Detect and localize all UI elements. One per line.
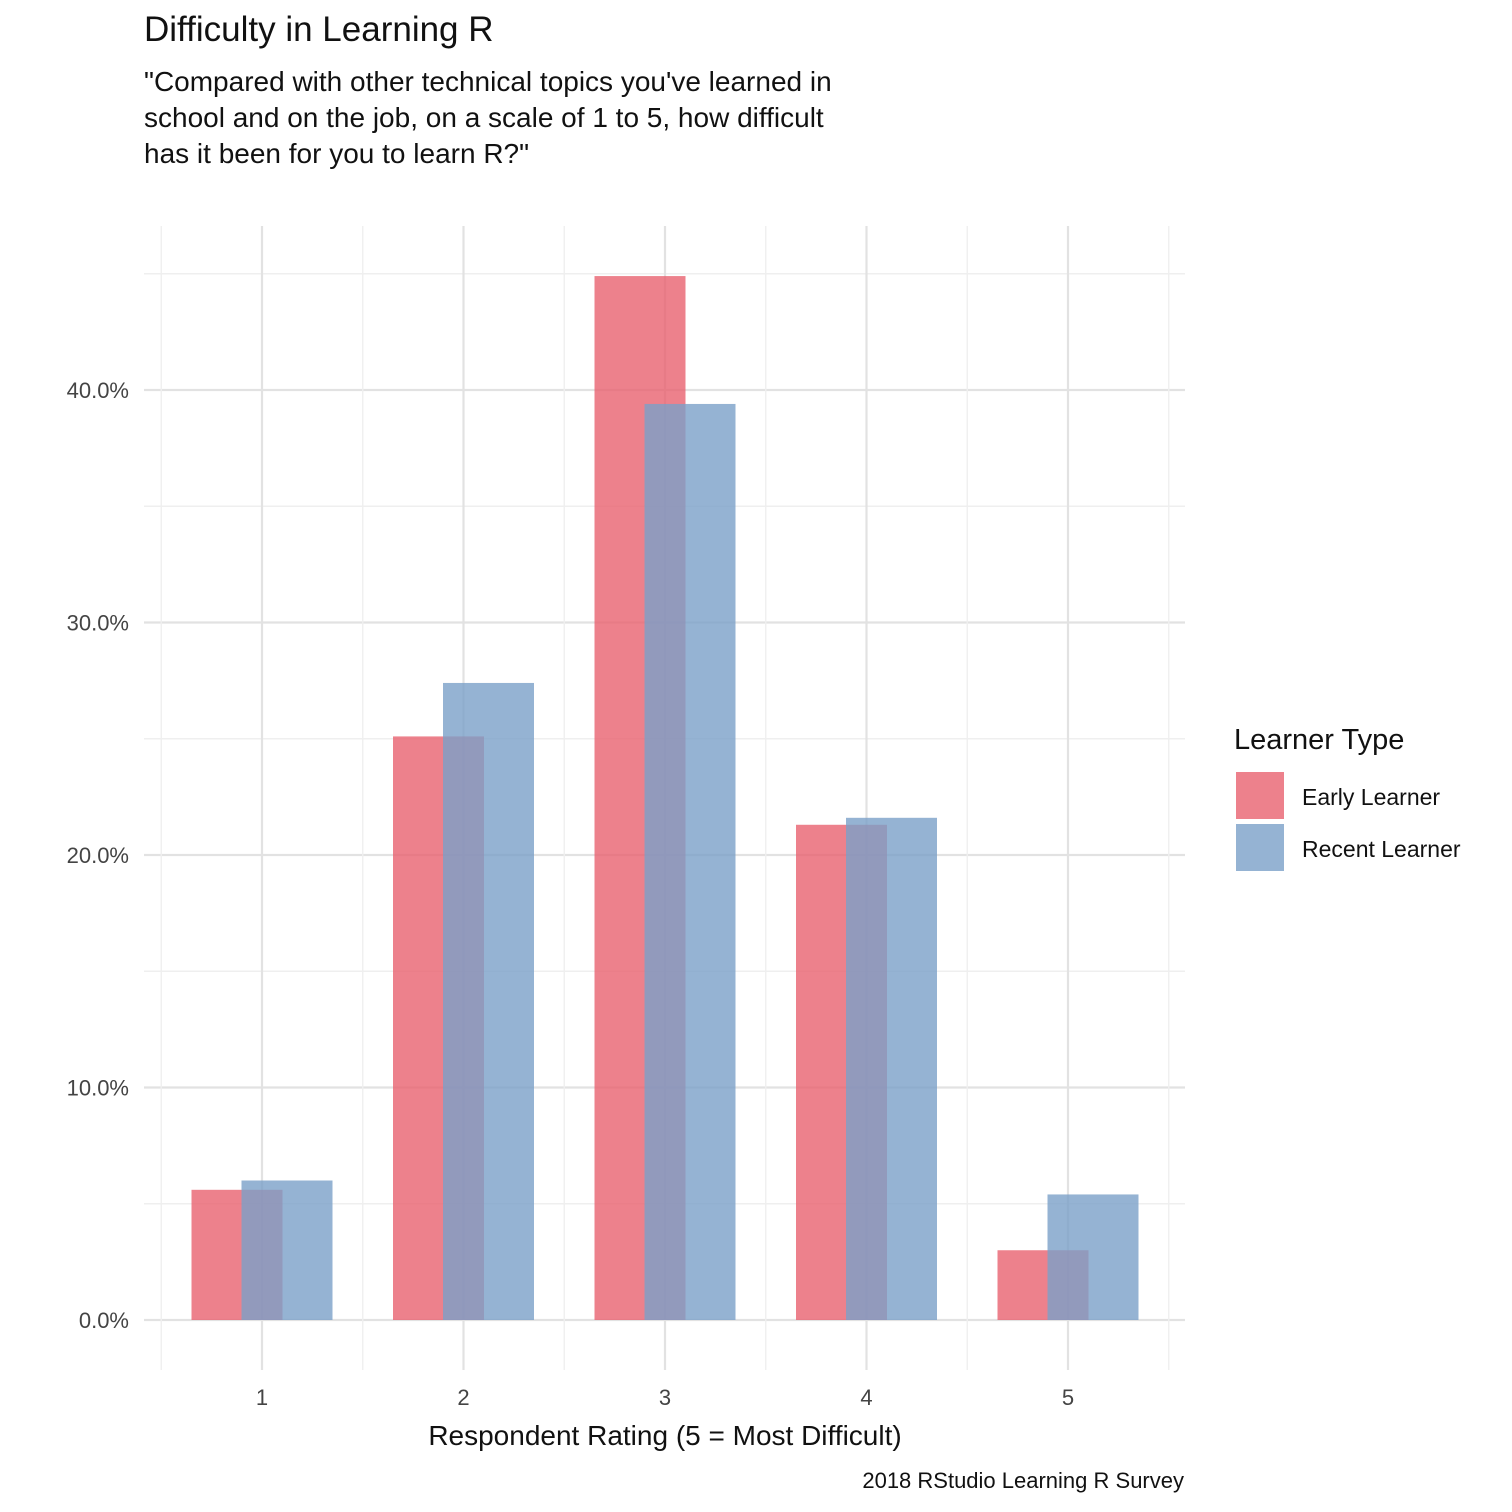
chart-caption: 2018 RStudio Learning R Survey — [862, 1468, 1184, 1493]
legend: Learner Type Early Learner Recent Learner — [1234, 724, 1461, 871]
y-tick-label: 30.0% — [67, 611, 129, 636]
y-tick-label: 0.0% — [79, 1308, 129, 1333]
x-tick-label: 1 — [256, 1385, 268, 1410]
bar-recent-learner-3 — [644, 403, 736, 1320]
y-tick-label: 40.0% — [67, 378, 129, 403]
x-axis-title: Respondent Rating (5 = Most Difficult) — [428, 1420, 901, 1451]
bar-recent-learner-5 — [1047, 1194, 1139, 1320]
bar-recent-learner-1 — [241, 1180, 333, 1320]
x-tick-label: 4 — [860, 1385, 872, 1410]
x-tick-label: 5 — [1062, 1385, 1074, 1410]
legend-swatch-early-learner — [1236, 772, 1284, 819]
chart-title: Difficulty in Learning R — [144, 10, 494, 49]
legend-title: Learner Type — [1234, 724, 1404, 756]
bar-recent-learner-2 — [443, 682, 534, 1320]
y-tick-label: 10.0% — [67, 1076, 129, 1101]
legend-label-recent-learner: Recent Learner — [1302, 836, 1461, 862]
bars — [191, 276, 1139, 1321]
bar-recent-learner-4 — [846, 817, 937, 1320]
x-tick-label: 3 — [659, 1385, 671, 1410]
chart-subtitle: "Compared with other technical topics yo… — [144, 66, 832, 169]
legend-label-early-learner: Early Learner — [1302, 784, 1440, 810]
y-tick-label: 20.0% — [67, 843, 129, 868]
legend-swatch-recent-learner — [1236, 824, 1284, 871]
x-tick-label: 2 — [457, 1385, 469, 1410]
axis-ticks: 0.0% 10.0% 20.0% 30.0% 40.0% 1 2 3 4 5 — [67, 378, 1075, 1410]
